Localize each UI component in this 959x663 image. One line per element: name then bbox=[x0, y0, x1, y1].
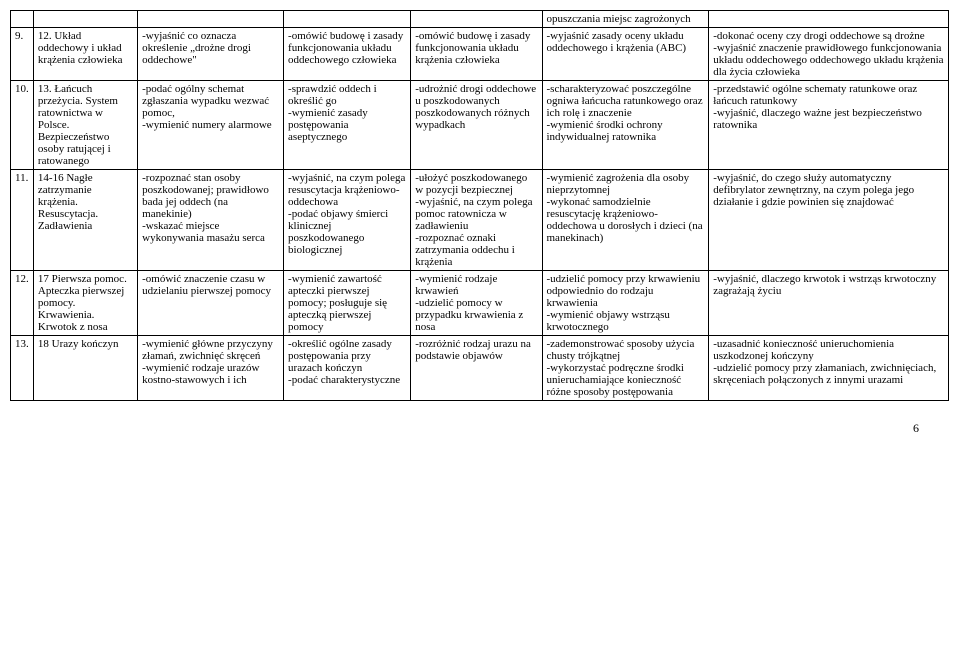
table-cell: 13. Łańcuch przeżycia. System ratownictw… bbox=[33, 81, 137, 170]
table-cell bbox=[11, 11, 34, 28]
table-cell: -dokonać oceny czy drogi oddechowe są dr… bbox=[709, 28, 949, 81]
table-cell: -wymienić główne przyczyny złamań, zwich… bbox=[138, 336, 284, 401]
table-cell: -wymienić rodzaje krwawień-udzielić pomo… bbox=[411, 271, 542, 336]
table-cell: -wyjaśnić zasady oceny układu oddechoweg… bbox=[542, 28, 709, 81]
table-cell: 10. bbox=[11, 81, 34, 170]
table-cell: opuszczania miejsc zagrożonych bbox=[542, 11, 709, 28]
table-cell: 13. bbox=[11, 336, 34, 401]
table-cell: -udrożnić drogi oddechowe u poszkodowany… bbox=[411, 81, 542, 170]
table-cell: -ułożyć poszkodowanego w pozycji bezpiec… bbox=[411, 170, 542, 271]
curriculum-table: opuszczania miejsc zagrożonych 9.12. Ukła… bbox=[10, 10, 949, 401]
table-cell bbox=[284, 11, 411, 28]
table-cell: -wyjaśnić, na czym polega resuscytacja k… bbox=[284, 170, 411, 271]
table-cell: -scharakteryzować poszczególne ogniwa ła… bbox=[542, 81, 709, 170]
table-cell: -wymienić zawartość apteczki pierwszej p… bbox=[284, 271, 411, 336]
table-cell: -wyjaśnić, dlaczego krwotok i wstrząs kr… bbox=[709, 271, 949, 336]
table-cell bbox=[709, 11, 949, 28]
table-cell: -udzielić pomocy przy krwawieniu odpowie… bbox=[542, 271, 709, 336]
table-cell bbox=[33, 11, 137, 28]
table-cell: 14-16 Nagłe zatrzymanie krążenia. Resusc… bbox=[33, 170, 137, 271]
table-cell: -wymienić zagrożenia dla osoby nieprzyto… bbox=[542, 170, 709, 271]
table-cell: -wyjaśnić co oznacza określenie „drożne … bbox=[138, 28, 284, 81]
table-cell: -rozróżnić rodzaj urazu na podstawie obj… bbox=[411, 336, 542, 401]
table-cell: 18 Urazy kończyn bbox=[33, 336, 137, 401]
table-cell: -uzasadnić konieczność unieruchomienia u… bbox=[709, 336, 949, 401]
table-cell: 9. bbox=[11, 28, 34, 81]
table-cell: 11. bbox=[11, 170, 34, 271]
table-cell bbox=[138, 11, 284, 28]
table-cell: -podać ogólny schemat zgłaszania wypadku… bbox=[138, 81, 284, 170]
table-cell: -omówić znaczenie czasu w udzielaniu pie… bbox=[138, 271, 284, 336]
table-cell: -przedstawić ogólne schematy ratunkowe o… bbox=[709, 81, 949, 170]
table-cell: -omówić budowę i zasady funkcjonowania u… bbox=[284, 28, 411, 81]
table-cell: -omówić budowę i zasady funkcjonowania u… bbox=[411, 28, 542, 81]
table-cell: -sprawdzić oddech i określić go-wymienić… bbox=[284, 81, 411, 170]
page-number: 6 bbox=[10, 401, 949, 436]
table-cell: 17 Pierwsza pomoc. Apteczka pierwszej po… bbox=[33, 271, 137, 336]
table-cell: 12. bbox=[11, 271, 34, 336]
table-cell: -określić ogólne zasady postępowania prz… bbox=[284, 336, 411, 401]
table-cell: 12. Układ oddechowy i układ krążenia czł… bbox=[33, 28, 137, 81]
table-cell: -rozpoznać stan osoby poszkodowanej; pra… bbox=[138, 170, 284, 271]
table-cell: -wyjaśnić, do czego służy automatyczny d… bbox=[709, 170, 949, 271]
table-cell: -zademonstrować sposoby użycia chusty tr… bbox=[542, 336, 709, 401]
table-cell bbox=[411, 11, 542, 28]
